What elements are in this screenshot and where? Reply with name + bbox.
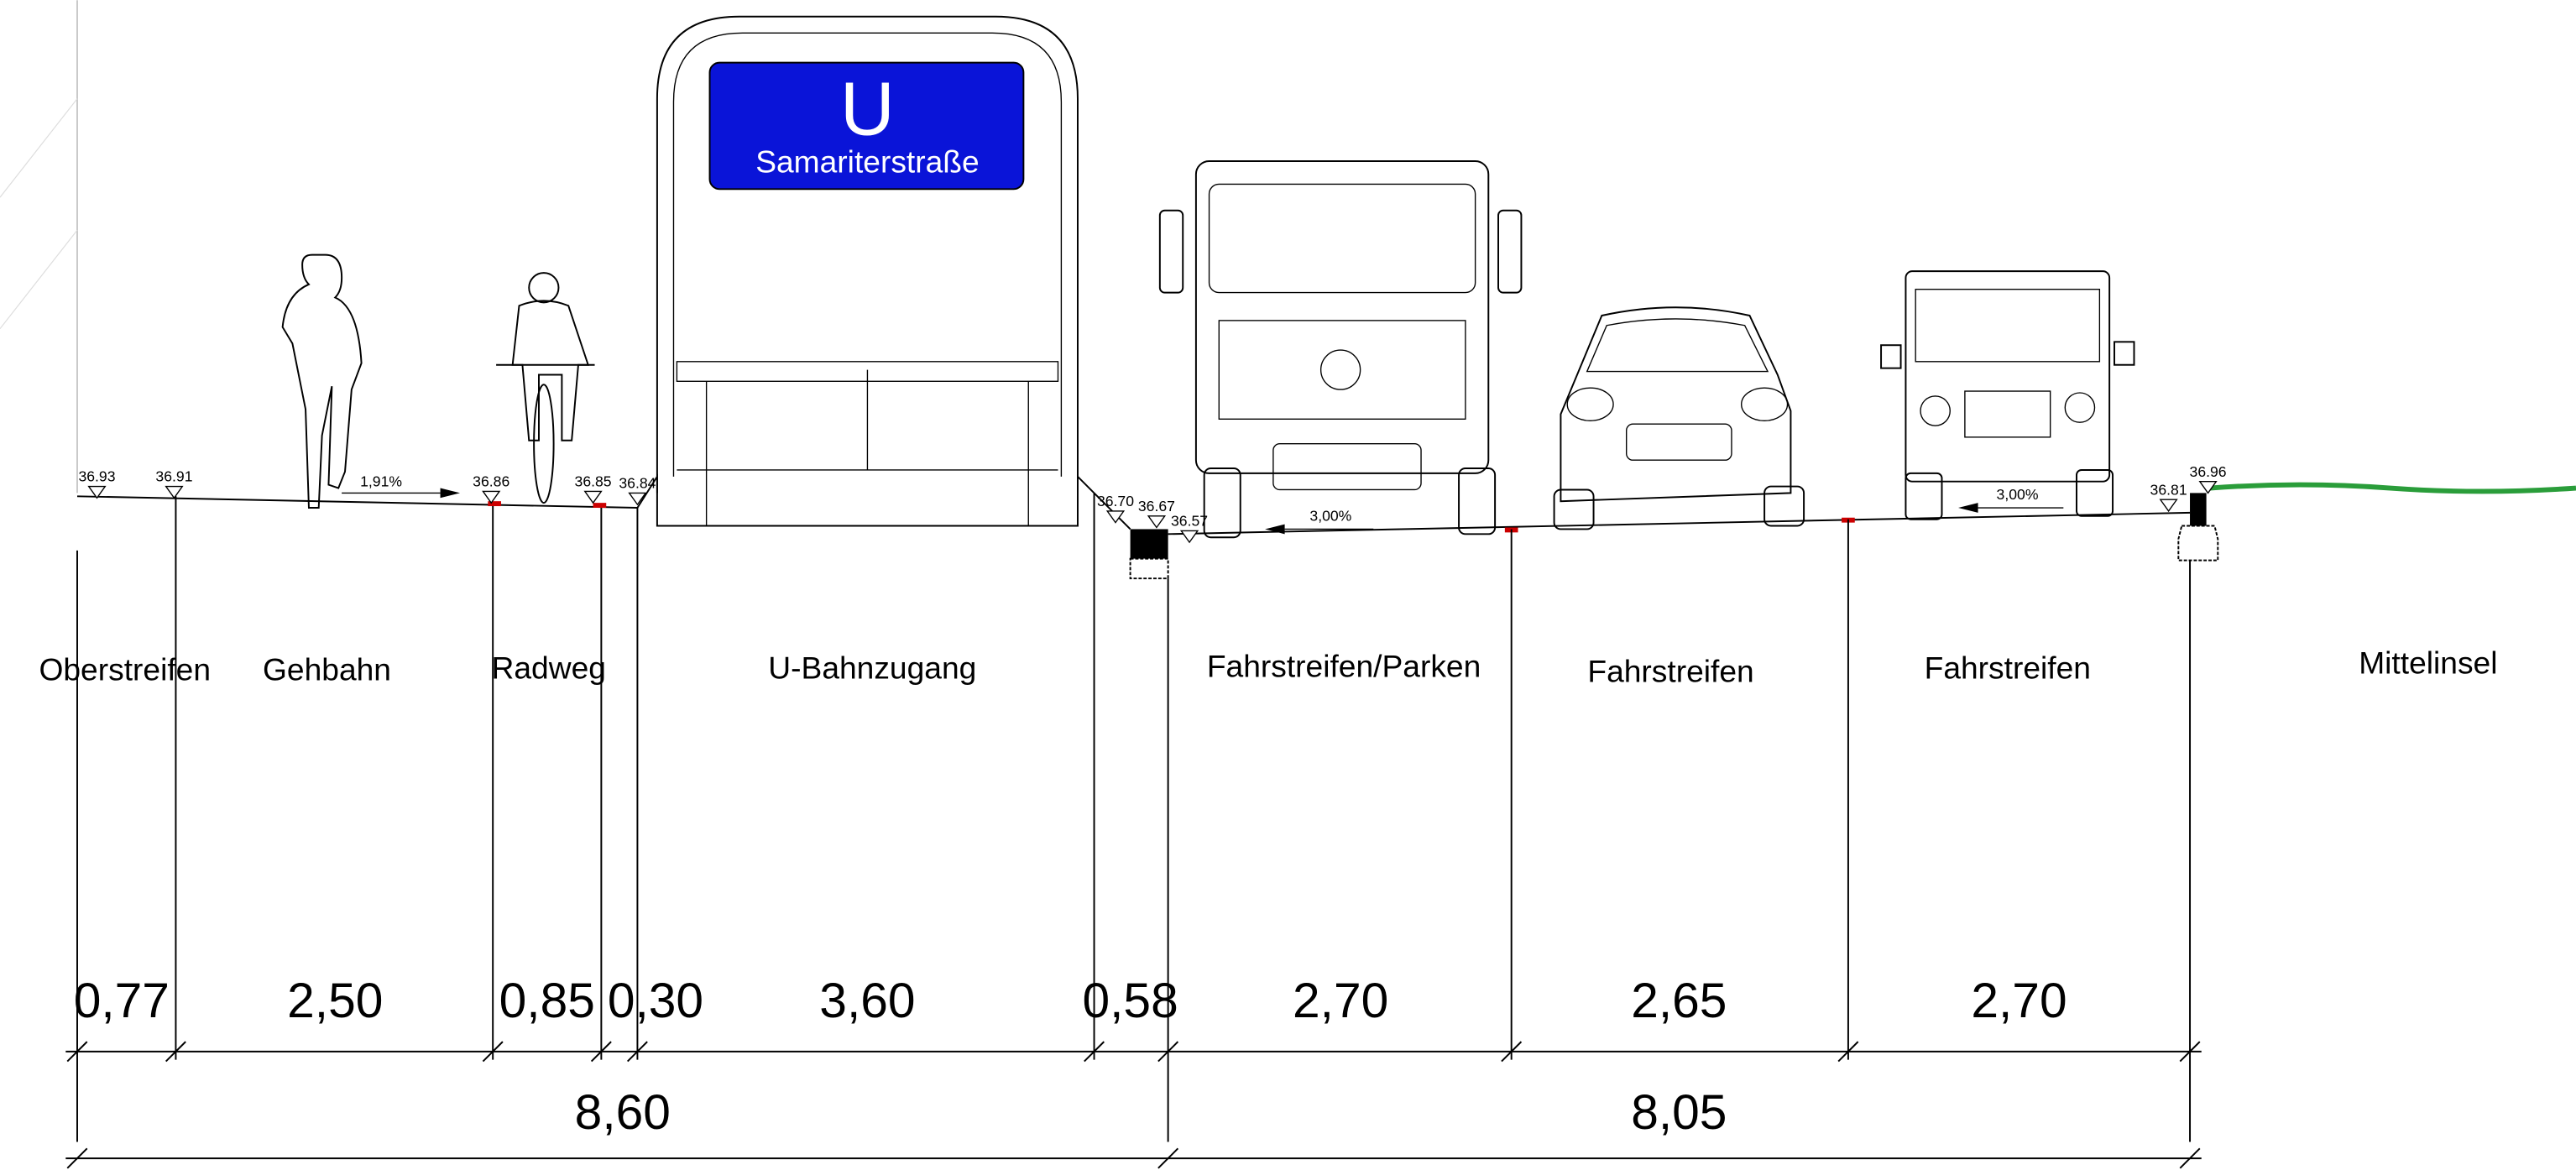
mirror [1881,345,1900,368]
width: 0,30 [608,974,703,1028]
cyclist [496,273,594,503]
grass [2210,485,2576,492]
elevation: 36.93 [78,468,115,485]
cab [1196,161,1488,473]
hatch [0,230,77,328]
width: 0,58 [1082,974,1178,1028]
width: 2,70 [1971,974,2067,1028]
mirror [2114,342,2134,364]
head [529,273,558,302]
headlight [1742,388,1788,420]
curb-base [2178,526,2218,561]
curb-base [1131,559,1168,578]
cross-section: U Samariterstraße [0,0,2576,1170]
mirror [1498,211,1521,293]
elevation-marker [1148,516,1165,528]
hatch [0,99,77,197]
width: 0,77 [74,974,170,1028]
arrowhead [441,488,460,499]
elevation: 36.91 [155,468,192,485]
headlight [2065,393,2094,422]
total-width: 8,60 [575,1085,671,1140]
wheel [1905,473,1941,520]
width: 2,70 [1293,974,1388,1028]
windshield [1587,319,1768,372]
elevation: 36.70 [1097,493,1134,509]
elevation: 36.86 [473,473,509,490]
section-name: Radweg [492,650,606,686]
width: 3,60 [819,974,915,1028]
pedestrian [283,255,362,508]
elevation-marker [1181,530,1198,542]
wheel [1459,468,1495,534]
curb [2190,493,2207,525]
sign-letter: U [840,67,895,152]
elevation-marker [166,487,183,499]
bumper [1273,444,1421,490]
width: 2,50 [287,974,383,1028]
sign-station: Samariterstraße [755,144,979,180]
elevation-marker [585,491,602,503]
elevation-marker [483,491,499,503]
headlight [1920,396,1950,426]
section-name: U-Bahnzugang [768,650,976,686]
windshield [1210,184,1476,292]
section-name: Gehbahn [263,652,391,687]
marker [593,503,607,508]
curb [1131,529,1168,558]
elevation: 36.96 [2190,463,2227,480]
wheel [1764,487,1804,526]
elevation-marker [2161,499,2177,511]
car [1554,307,1805,529]
body [1560,307,1790,501]
wheel [2077,470,2113,516]
elevation: 36.67 [1138,498,1175,514]
grille [1965,391,2051,437]
elevation: 36.81 [2150,481,2187,498]
truck [1160,161,1522,537]
mirror [1160,211,1183,293]
windshield [1915,290,2099,362]
suv [1881,271,2134,520]
total-width: 8,05 [1631,1085,1727,1140]
section-name: Mittelinsel [2359,645,2497,681]
grille [1627,424,1732,460]
headlight [1567,388,1613,420]
slope: 1,91% [360,473,402,490]
width: 2,65 [1631,974,1727,1028]
wheel [1204,468,1241,537]
slope: 3,00% [1997,486,2039,503]
dividers [77,493,2190,1141]
section-name: Oberstreifen [39,652,211,687]
section-name: Fahrstreifen [1925,650,2091,686]
body [513,300,588,440]
slope: 3,00% [1309,508,1351,525]
logo [1321,350,1361,389]
section-name: Fahrstreifen [1587,653,1753,688]
section-name: Fahrstreifen/Parken [1207,649,1481,684]
arrowhead [1958,503,1978,513]
elevation: 36.57 [1171,513,1208,530]
grille [1219,321,1466,419]
width: 0,85 [499,974,595,1028]
elevation: 36.85 [575,473,612,490]
wheel [534,384,553,503]
body [1905,271,2109,482]
elevation: 36.84 [619,475,656,492]
